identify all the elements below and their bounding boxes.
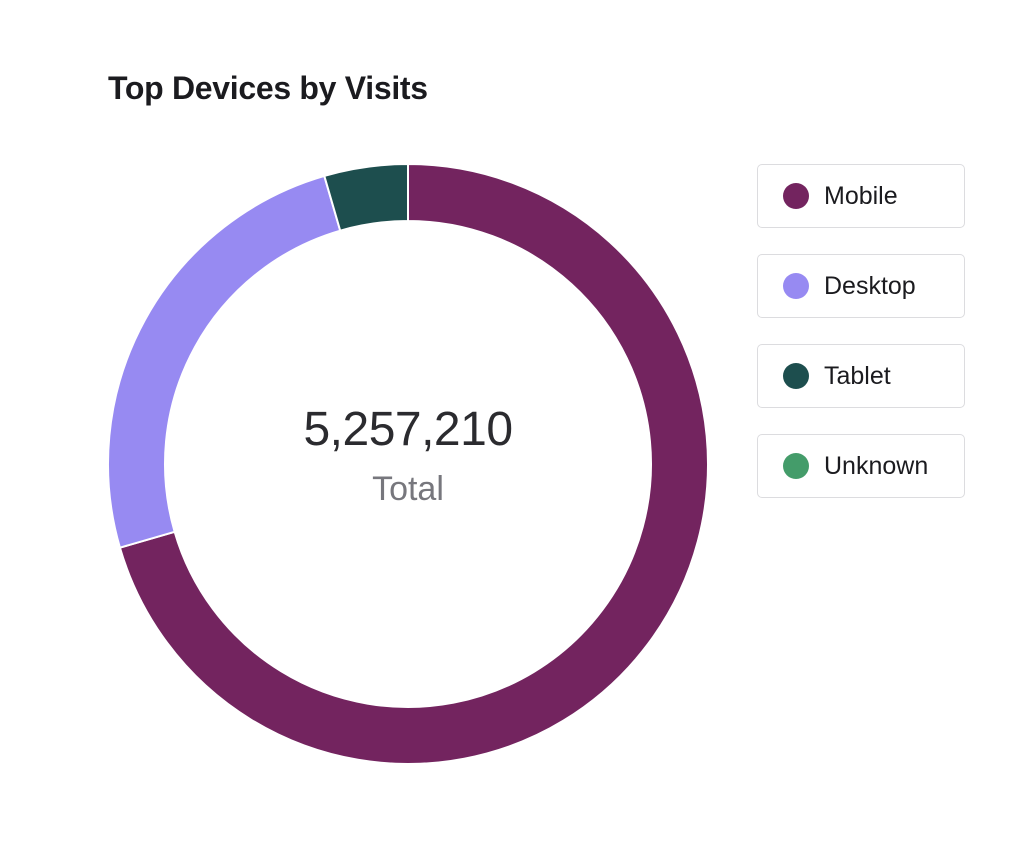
donut-slice-tablet[interactable] [323,162,409,232]
total-label: Total [372,470,444,508]
donut-slice-mobile[interactable] [118,162,709,765]
legend-swatch-unknown [783,453,809,479]
legend-label-tablet: Tablet [824,361,891,390]
chart-title: Top Devices by Visits [108,70,428,106]
total-value: 5,257,210 [303,403,513,456]
legend-swatch-tablet [783,363,809,389]
legend-swatch-desktop [783,273,809,299]
legend-item-unknown[interactable]: Unknown [757,434,965,498]
legend-item-mobile[interactable]: Mobile [757,164,965,228]
legend: Mobile Desktop Tablet Unknown [757,164,965,524]
legend-label-unknown: Unknown [824,451,929,480]
legend-item-tablet[interactable]: Tablet [757,344,965,408]
legend-swatch-mobile [783,183,809,209]
legend-item-desktop[interactable]: Desktop [757,254,965,318]
legend-label-desktop: Desktop [824,271,916,300]
legend-label-mobile: Mobile [824,181,898,210]
